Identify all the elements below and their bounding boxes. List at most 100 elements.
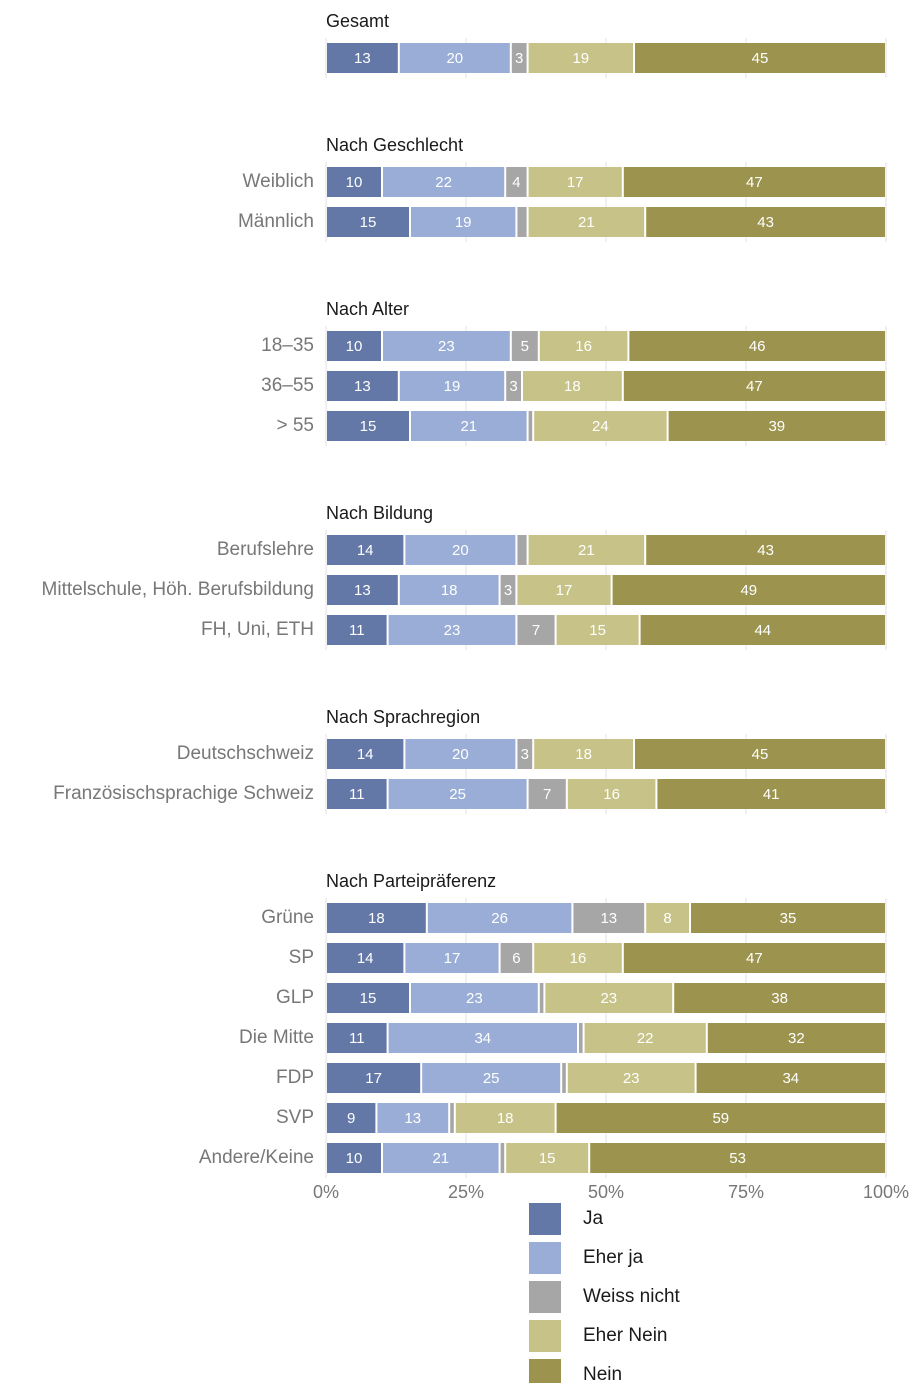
bar-segment <box>623 371 885 401</box>
row-label: 18–35 <box>261 335 314 356</box>
bar-segment <box>545 983 673 1013</box>
segment-label: 13 <box>354 582 371 599</box>
bar-segment <box>399 43 510 73</box>
segment-label: 45 <box>752 746 769 763</box>
bar-segment <box>534 739 633 769</box>
row-label: Männlich <box>238 211 314 232</box>
bar-segment <box>327 1143 381 1173</box>
bar-segment <box>528 207 645 237</box>
segment-label: 3 <box>521 746 529 763</box>
bar-segment <box>528 411 533 441</box>
legend-label: Ja <box>583 1208 604 1229</box>
legend-label: Eher Nein <box>583 1325 668 1346</box>
segment-label: 18 <box>564 378 581 395</box>
x-tick-label: 0% <box>313 1182 339 1202</box>
legend-swatch <box>529 1320 561 1352</box>
segment-label: 44 <box>754 622 771 639</box>
bar-segment <box>327 575 398 605</box>
bar-segment <box>539 331 628 361</box>
segment-label: 15 <box>360 418 377 435</box>
legend-swatch <box>529 1203 561 1235</box>
segment-label: 20 <box>446 50 463 67</box>
segment-label: 17 <box>556 582 573 599</box>
bar-segment <box>411 411 527 441</box>
bar-segment <box>646 903 689 933</box>
row-label: Deutschschweiz <box>177 743 314 764</box>
segment-label: 4 <box>512 174 520 191</box>
x-axis: 0% 25% 50% 75% 100% <box>313 1182 909 1202</box>
bar-segment <box>528 167 622 197</box>
segment-label: 7 <box>543 786 551 803</box>
row-label: Weiblich <box>243 171 314 192</box>
segment-label: 59 <box>712 1110 729 1127</box>
segment-label: 32 <box>788 1030 805 1047</box>
bar-segment <box>327 779 387 809</box>
bar-segment <box>646 207 885 237</box>
bar-segment <box>506 1143 589 1173</box>
bar-segment <box>383 331 510 361</box>
segment-label: 47 <box>746 174 763 191</box>
bar-segment <box>506 371 521 401</box>
x-tick-label: 100% <box>863 1182 909 1202</box>
bar-segment <box>405 535 516 565</box>
segment-label: 21 <box>460 418 477 435</box>
segment-label: 23 <box>444 622 461 639</box>
segment-label: 11 <box>349 786 365 803</box>
bar-segment <box>327 1023 387 1053</box>
segment-label: 47 <box>746 378 763 395</box>
row-label: Grüne <box>261 907 314 928</box>
bar-segment <box>427 903 572 933</box>
segment-label: 49 <box>740 582 757 599</box>
bar-segment <box>528 43 633 73</box>
segment-label: 41 <box>763 786 780 803</box>
segment-label: 11 <box>349 1030 365 1047</box>
group-title: Nach Geschlecht <box>326 135 463 155</box>
row-label: Andere/Keine <box>199 1147 314 1168</box>
bar-segment <box>327 371 398 401</box>
segment-label: 11 <box>349 622 365 639</box>
segment-label: 19 <box>444 378 461 395</box>
segment-label: 16 <box>570 950 587 967</box>
bar-segment <box>657 779 885 809</box>
bar-segment <box>500 1143 505 1173</box>
x-tick-label: 25% <box>448 1182 484 1202</box>
segment-label: 17 <box>444 950 461 967</box>
legend-swatch <box>529 1281 561 1313</box>
segment-label: 14 <box>357 950 374 967</box>
bar-segment <box>517 535 527 565</box>
bar-segment <box>556 615 639 645</box>
bar-segment <box>623 943 885 973</box>
segment-label: 34 <box>474 1030 491 1047</box>
segment-label: 53 <box>729 1150 746 1167</box>
row-label: Die Mitte <box>239 1027 314 1048</box>
bar-segment <box>399 575 499 605</box>
group-title: Gesamt <box>326 11 389 31</box>
bar-segment <box>450 1103 454 1133</box>
bar-segment <box>383 1143 499 1173</box>
bar-segment <box>327 903 426 933</box>
segment-label: 19 <box>572 50 589 67</box>
segment-label: 47 <box>746 950 763 967</box>
bar-segment <box>327 983 409 1013</box>
bar-segment <box>635 43 885 73</box>
segment-label: 14 <box>357 746 374 763</box>
segment-label: 7 <box>532 622 540 639</box>
bar-segment <box>567 779 656 809</box>
segment-label: 15 <box>589 622 606 639</box>
bar-segment <box>691 903 885 933</box>
bar-segment <box>327 943 404 973</box>
bar-segment <box>327 411 409 441</box>
segment-label: 34 <box>782 1070 799 1087</box>
row-label: FDP <box>276 1067 314 1088</box>
bar-segment <box>590 1143 885 1173</box>
segment-label: 39 <box>768 418 785 435</box>
row-label: SP <box>289 947 314 968</box>
bar-segment <box>707 1023 885 1053</box>
bar-segment <box>517 575 611 605</box>
x-tick-label: 50% <box>588 1182 624 1202</box>
bar-segment <box>567 1063 695 1093</box>
bar-segment <box>405 739 516 769</box>
row-label: FH, Uni, ETH <box>201 619 314 640</box>
bar-segment <box>422 1063 561 1093</box>
segment-label: 25 <box>483 1070 500 1087</box>
